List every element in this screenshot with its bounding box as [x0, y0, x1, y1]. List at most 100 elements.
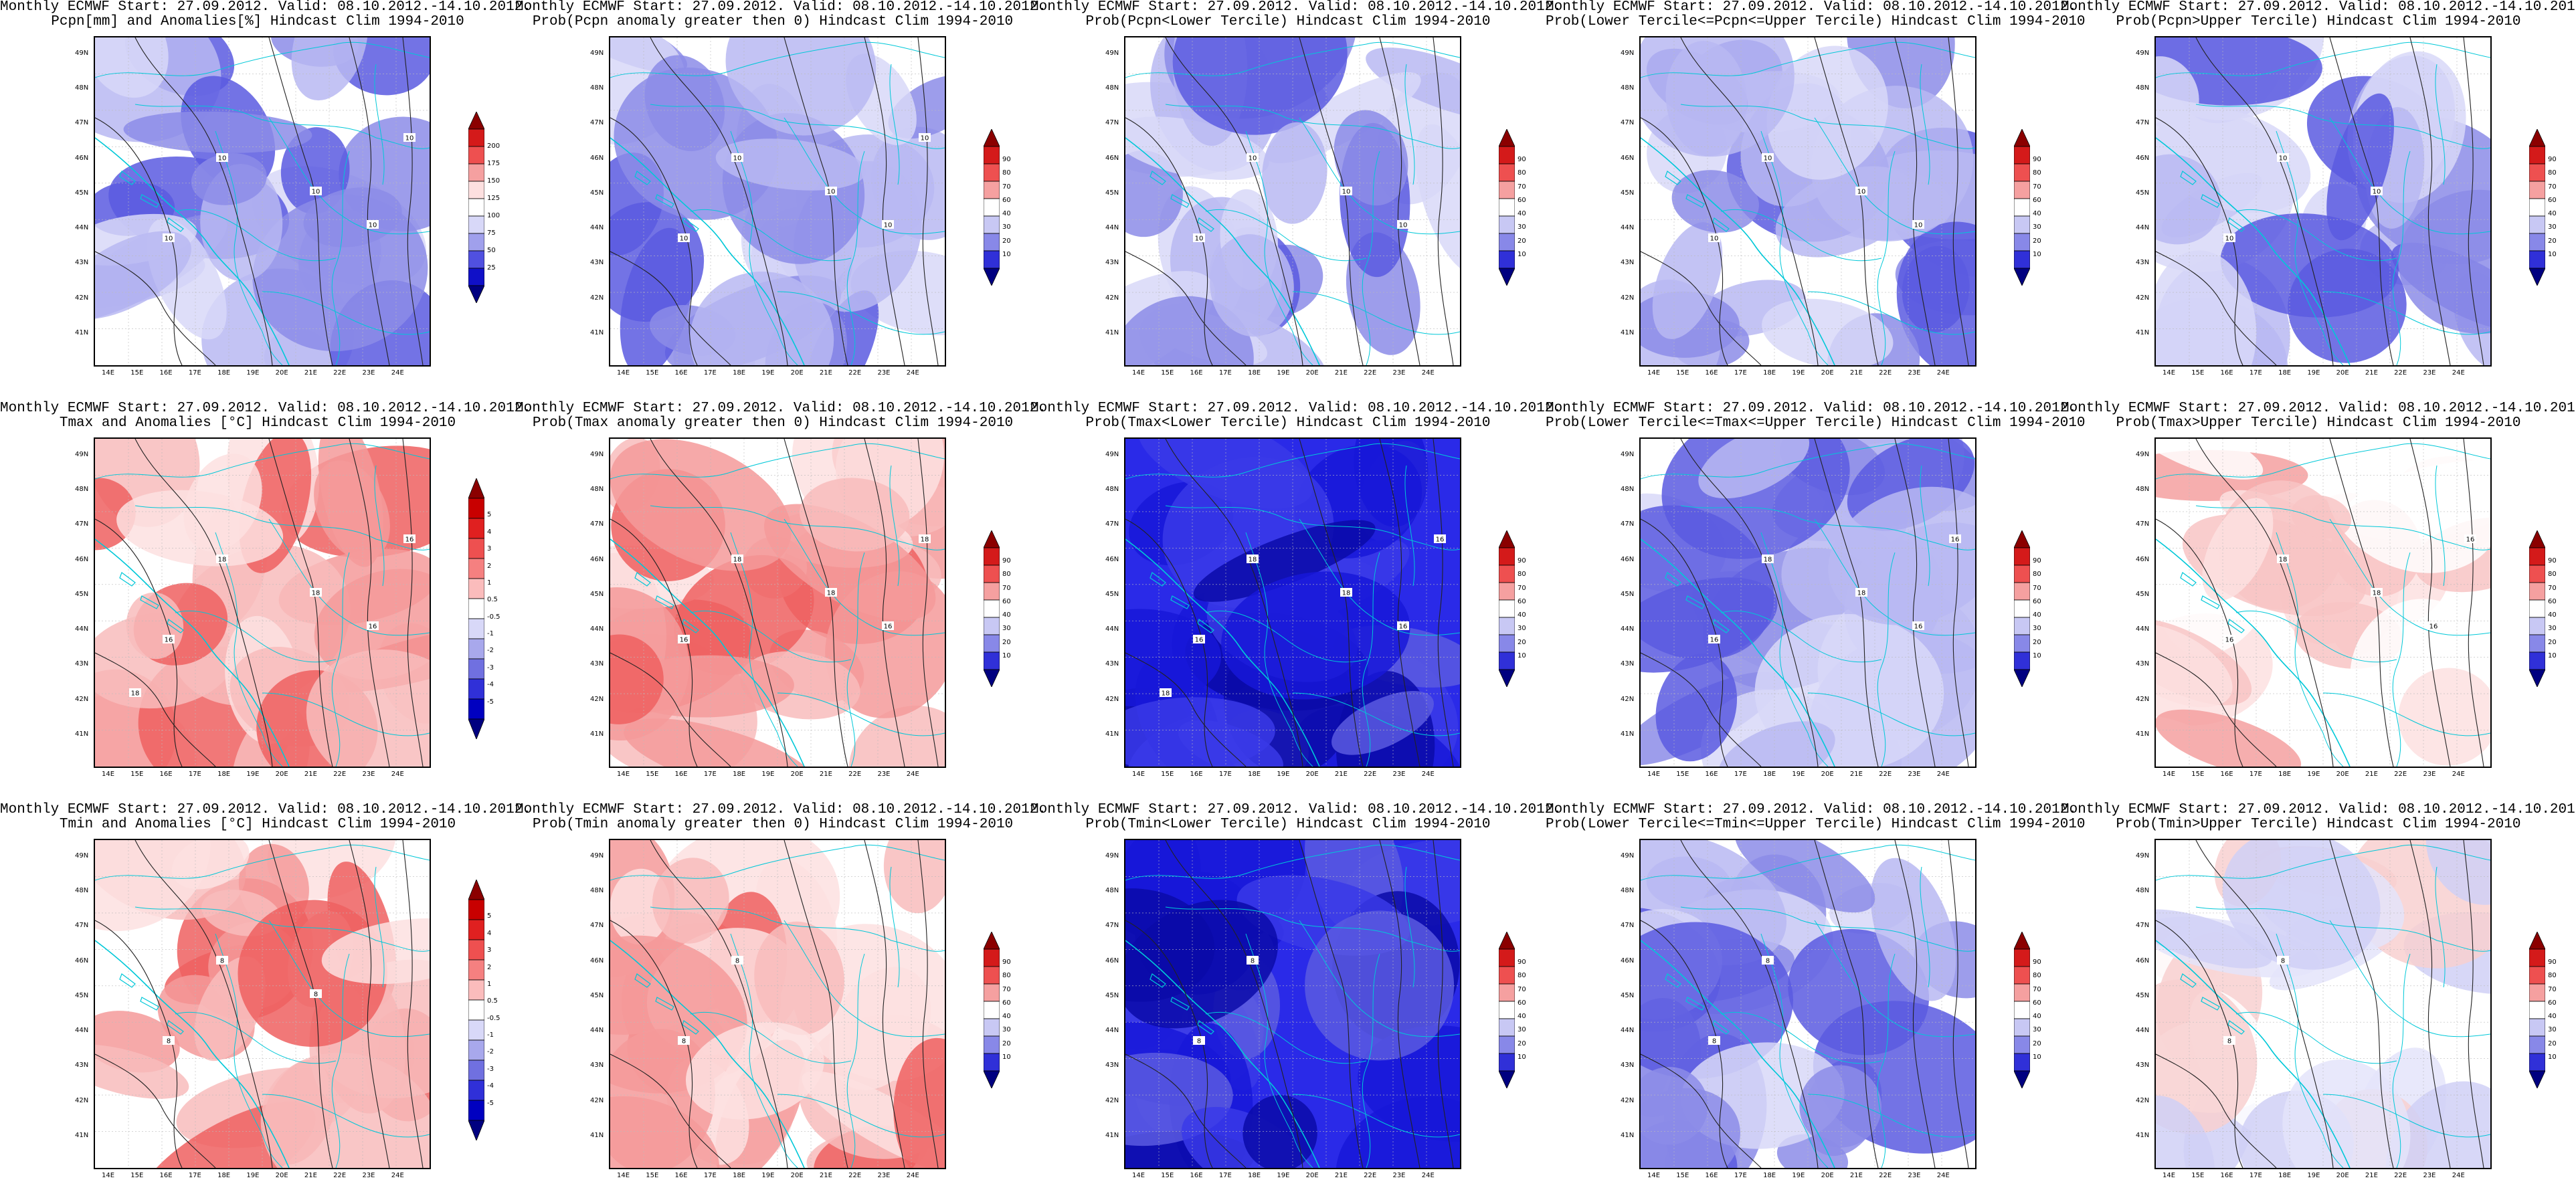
anomaly-field-patch	[291, 37, 369, 101]
longitude-label: 14E	[1132, 771, 1145, 778]
latitude-label: 41N	[75, 328, 89, 336]
colorbar-segment	[468, 1100, 484, 1121]
colorbar-segment	[2014, 146, 2030, 165]
climatology-contour	[268, 840, 333, 1168]
latitude-label: 46N	[2136, 154, 2150, 162]
longitude-label: 23E	[362, 771, 375, 778]
contour-label: 10	[403, 133, 416, 142]
colorbar-tick-label: 25	[487, 264, 496, 272]
longitude-label: 23E	[877, 1172, 891, 1179]
country-border	[1362, 953, 1380, 1168]
anomaly-field-patch	[893, 1037, 945, 1168]
colorbar-min-arrow	[984, 268, 1000, 286]
longitude-label: 20E	[2336, 771, 2349, 778]
map-panel: Monthly ECMWF Start: 27.09.2012. Valid: …	[1546, 803, 2086, 1204]
svg-text:18: 18	[921, 536, 929, 544]
latitude-label: 43N	[1105, 259, 1119, 267]
svg-text:10: 10	[1249, 155, 1257, 163]
colorbar-tick-label: 10	[2548, 1053, 2557, 1061]
latitude-label: 43N	[2136, 259, 2150, 267]
country-border	[1920, 64, 1930, 185]
longitude-label: 16E	[159, 771, 173, 778]
contour-label: 18	[1855, 588, 1867, 597]
longitude-label: 16E	[674, 369, 688, 377]
country-border	[1720, 610, 1882, 663]
country-border	[690, 610, 852, 663]
climatology-contour	[134, 37, 273, 365]
colorbar-segment	[2014, 565, 2030, 583]
longitude-label: 20E	[790, 369, 804, 377]
colorbar-segment	[1499, 146, 1515, 165]
latitude-label: 41N	[1105, 1131, 1119, 1139]
anomaly-field-patch	[2398, 189, 2490, 334]
latitude-label: 42N	[75, 294, 89, 302]
colorbar-tick-label: 20	[1002, 638, 1011, 646]
adriatic-coastline	[1641, 538, 1835, 767]
country-border	[1680, 104, 1975, 149]
colorbar-segment	[2014, 1018, 2030, 1037]
longitude-label: 24E	[1421, 771, 1435, 778]
anomaly-field-patch	[690, 271, 834, 365]
contour-label: 16	[1193, 635, 1205, 644]
latitude-label: 41N	[1621, 328, 1635, 336]
colorbar-min-arrow	[468, 718, 484, 739]
country-border	[1760, 532, 1829, 767]
forecast-map: 10 10 10 10 10	[609, 36, 946, 367]
longitude-label: 22E	[2394, 369, 2407, 377]
longitude-label: 17E	[2249, 771, 2262, 778]
colorbar-tick-label: 80	[2033, 571, 2041, 579]
colorbar-tick-label: 20	[1002, 237, 1011, 245]
svg-text:10: 10	[2225, 235, 2234, 243]
longitude-label: 18E	[217, 369, 231, 377]
longitude-label: 24E	[2452, 369, 2465, 377]
colorbar-tick-label: 90	[2548, 156, 2557, 164]
anomaly-field-patch	[1210, 234, 1294, 337]
longitude-label: 22E	[848, 1172, 862, 1179]
longitude-label: 21E	[819, 771, 832, 778]
panel-header-line: Monthly ECMWF Start: 27.09.2012. Valid: …	[1030, 0, 1562, 15]
anomaly-field-patch	[1766, 45, 1888, 180]
coastal-islands	[634, 572, 699, 633]
climatology-contour	[864, 37, 905, 365]
anomaly-field-patch	[2156, 56, 2199, 130]
svg-text:10: 10	[2279, 155, 2288, 163]
anomaly-field-patch	[715, 138, 866, 191]
longitude-label: 14E	[1647, 369, 1661, 377]
colorbar-tick-label: 20	[2033, 237, 2041, 245]
country-border	[1641, 844, 1975, 881]
colorbar-tick-label: 90	[2033, 557, 2041, 565]
latitude-label: 45N	[590, 590, 604, 598]
latitude-label: 41N	[1105, 730, 1119, 738]
latitude-label: 47N	[590, 922, 604, 930]
climatology-contour	[1894, 439, 1936, 767]
climatology-contour	[1125, 518, 1213, 767]
colorbar-tick-label: 60	[2548, 999, 2557, 1007]
longitude-label: 15E	[130, 1172, 144, 1179]
latitude-label: 42N	[1621, 695, 1635, 703]
latitude-label: 44N	[1105, 1027, 1119, 1035]
svg-text:18: 18	[1857, 590, 1866, 597]
longitude-label: 22E	[1364, 1172, 1377, 1179]
contour-label: 16	[2464, 534, 2476, 544]
colorbar-max-arrow	[984, 932, 1000, 950]
anomaly-field-patch	[314, 569, 430, 680]
colorbar-segment	[2014, 215, 2030, 234]
forecast-map: 16 18 18 16 16	[2154, 437, 2492, 768]
colorbar-tick-label: 1	[487, 980, 492, 988]
colorbar-segment	[984, 565, 1000, 583]
anomaly-field-patch	[2398, 668, 2490, 766]
latitude-label: 49N	[590, 451, 604, 458]
adriatic-coastline	[610, 940, 805, 1168]
country-border	[1125, 41, 1460, 78]
colorbar-segment	[468, 233, 484, 252]
colorbar-segment	[468, 939, 484, 961]
longitude-label: 14E	[1647, 771, 1661, 778]
latitude-label: 41N	[1621, 1131, 1635, 1139]
anomaly-field-patch	[95, 840, 211, 932]
latitude-label: 48N	[1621, 887, 1635, 895]
colorbar-tick-label: 30	[2033, 625, 2041, 633]
climatology-contour	[1433, 840, 1454, 1168]
anomaly-field-patch	[754, 921, 844, 1035]
latitude-label: 48N	[1105, 486, 1119, 494]
country-border	[134, 906, 430, 952]
